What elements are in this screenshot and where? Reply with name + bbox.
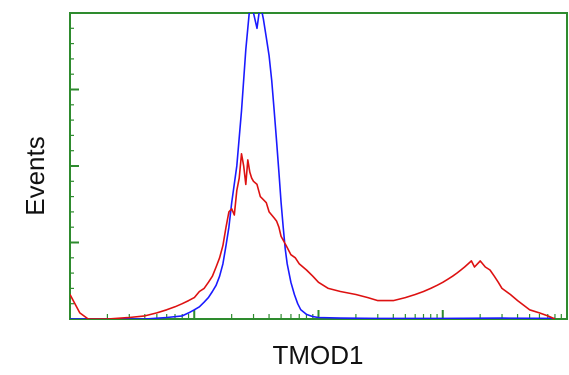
series-line-1 <box>70 13 556 319</box>
plot-frame <box>69 12 568 320</box>
x-axis-label: TMOD1 <box>273 340 364 370</box>
series-line-2 <box>70 153 556 319</box>
y-axis-label: Events <box>20 136 50 216</box>
series-layer <box>70 13 556 319</box>
